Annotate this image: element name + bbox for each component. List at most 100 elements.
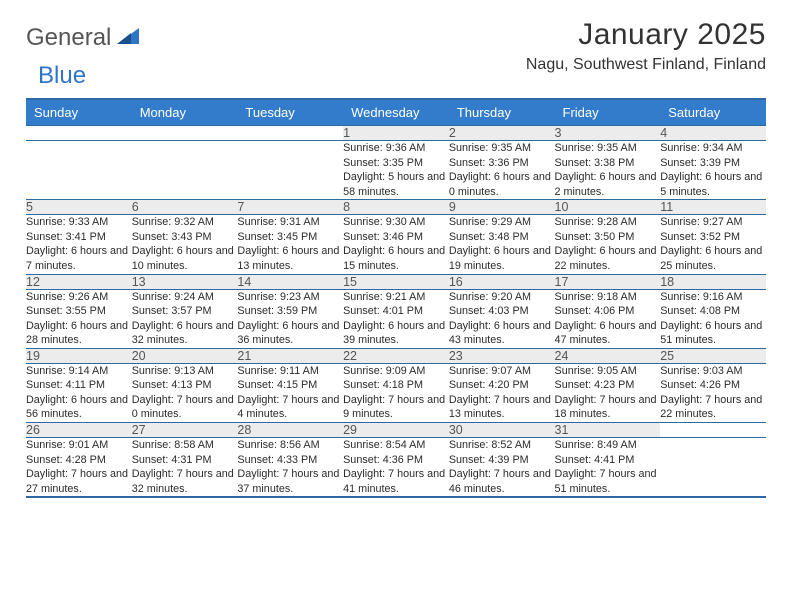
day-number-cell bbox=[26, 126, 132, 141]
sunset-line: Sunset: 4:03 PM bbox=[449, 304, 555, 319]
sunrise-line: Sunrise: 9:05 AM bbox=[555, 364, 661, 379]
daylight-line: Daylight: 6 hours and 7 minutes. bbox=[26, 244, 132, 273]
sunrise-line: Sunrise: 9:03 AM bbox=[660, 364, 766, 379]
sunrise-line: Sunrise: 9:29 AM bbox=[449, 215, 555, 230]
daylight-line: Daylight: 7 hours and 41 minutes. bbox=[343, 467, 449, 496]
daylight-line: Daylight: 6 hours and 10 minutes. bbox=[132, 244, 238, 273]
day-detail-cell bbox=[132, 141, 238, 200]
daylight-line: Daylight: 6 hours and 43 minutes. bbox=[449, 319, 555, 348]
sunrise-line: Sunrise: 9:18 AM bbox=[555, 290, 661, 305]
day-detail-cell: Sunrise: 9:35 AMSunset: 3:38 PMDaylight:… bbox=[555, 141, 661, 200]
weekday-header: Tuesday bbox=[237, 99, 343, 126]
day-detail-cell: Sunrise: 9:05 AMSunset: 4:23 PMDaylight:… bbox=[555, 363, 661, 422]
day-number-cell: 22 bbox=[343, 348, 449, 363]
sunrise-line: Sunrise: 9:28 AM bbox=[555, 215, 661, 230]
daylight-line: Daylight: 7 hours and 9 minutes. bbox=[343, 393, 449, 422]
sunrise-line: Sunrise: 9:33 AM bbox=[26, 215, 132, 230]
day-number-row: 1234 bbox=[26, 126, 766, 141]
day-number-cell: 16 bbox=[449, 274, 555, 289]
sunrise-line: Sunrise: 9:23 AM bbox=[237, 290, 343, 305]
day-number-cell: 23 bbox=[449, 348, 555, 363]
page-title: January 2025 bbox=[526, 18, 766, 52]
sunrise-line: Sunrise: 8:52 AM bbox=[449, 438, 555, 453]
sunset-line: Sunset: 4:26 PM bbox=[660, 378, 766, 393]
sunrise-line: Sunrise: 8:58 AM bbox=[132, 438, 238, 453]
day-detail-cell: Sunrise: 9:29 AMSunset: 3:48 PMDaylight:… bbox=[449, 215, 555, 274]
sunrise-line: Sunrise: 9:21 AM bbox=[343, 290, 449, 305]
day-detail-cell bbox=[237, 141, 343, 200]
sunrise-line: Sunrise: 8:56 AM bbox=[237, 438, 343, 453]
day-number-cell: 18 bbox=[660, 274, 766, 289]
daylight-line: Daylight: 7 hours and 13 minutes. bbox=[449, 393, 555, 422]
daylight-line: Daylight: 7 hours and 18 minutes. bbox=[555, 393, 661, 422]
sunset-line: Sunset: 3:48 PM bbox=[449, 230, 555, 245]
day-detail-cell: Sunrise: 9:07 AMSunset: 4:20 PMDaylight:… bbox=[449, 363, 555, 422]
day-detail-cell: Sunrise: 9:21 AMSunset: 4:01 PMDaylight:… bbox=[343, 289, 449, 348]
sunset-line: Sunset: 4:11 PM bbox=[26, 378, 132, 393]
day-detail-cell: Sunrise: 9:35 AMSunset: 3:36 PMDaylight:… bbox=[449, 141, 555, 200]
weekday-header: Thursday bbox=[449, 99, 555, 126]
daylight-line: Daylight: 6 hours and 22 minutes. bbox=[555, 244, 661, 273]
sunset-line: Sunset: 4:41 PM bbox=[555, 453, 661, 468]
calendar-page: General January 2025 Nagu, Southwest Fin… bbox=[0, 0, 792, 612]
day-detail-cell: Sunrise: 9:09 AMSunset: 4:18 PMDaylight:… bbox=[343, 363, 449, 422]
sunrise-line: Sunrise: 9:11 AM bbox=[237, 364, 343, 379]
sunset-line: Sunset: 4:20 PM bbox=[449, 378, 555, 393]
day-number-cell: 17 bbox=[555, 274, 661, 289]
day-number-cell: 8 bbox=[343, 200, 449, 215]
day-detail-row: Sunrise: 9:14 AMSunset: 4:11 PMDaylight:… bbox=[26, 363, 766, 422]
daylight-line: Daylight: 6 hours and 36 minutes. bbox=[237, 319, 343, 348]
day-number-cell: 20 bbox=[132, 348, 238, 363]
sunrise-line: Sunrise: 9:07 AM bbox=[449, 364, 555, 379]
logo-text-blue: Blue bbox=[38, 62, 86, 90]
sunrise-line: Sunrise: 9:26 AM bbox=[26, 290, 132, 305]
day-detail-cell bbox=[660, 438, 766, 498]
day-detail-row: Sunrise: 9:36 AMSunset: 3:35 PMDaylight:… bbox=[26, 141, 766, 200]
daylight-line: Daylight: 7 hours and 0 minutes. bbox=[132, 393, 238, 422]
sunset-line: Sunset: 3:55 PM bbox=[26, 304, 132, 319]
daylight-line: Daylight: 6 hours and 5 minutes. bbox=[660, 170, 766, 199]
daylight-line: Daylight: 6 hours and 15 minutes. bbox=[343, 244, 449, 273]
sunrise-line: Sunrise: 9:01 AM bbox=[26, 438, 132, 453]
sunset-line: Sunset: 4:36 PM bbox=[343, 453, 449, 468]
day-number-cell: 5 bbox=[26, 200, 132, 215]
day-detail-row: Sunrise: 9:26 AMSunset: 3:55 PMDaylight:… bbox=[26, 289, 766, 348]
day-number-row: 19202122232425 bbox=[26, 348, 766, 363]
day-detail-cell: Sunrise: 9:27 AMSunset: 3:52 PMDaylight:… bbox=[660, 215, 766, 274]
day-detail-cell: Sunrise: 9:23 AMSunset: 3:59 PMDaylight:… bbox=[237, 289, 343, 348]
day-detail-cell: Sunrise: 9:28 AMSunset: 3:50 PMDaylight:… bbox=[555, 215, 661, 274]
sunrise-line: Sunrise: 9:13 AM bbox=[132, 364, 238, 379]
day-detail-cell: Sunrise: 9:31 AMSunset: 3:45 PMDaylight:… bbox=[237, 215, 343, 274]
day-detail-cell: Sunrise: 8:54 AMSunset: 4:36 PMDaylight:… bbox=[343, 438, 449, 498]
sunset-line: Sunset: 3:35 PM bbox=[343, 156, 449, 171]
day-number-cell: 6 bbox=[132, 200, 238, 215]
title-block: January 2025 Nagu, Southwest Finland, Fi… bbox=[526, 18, 766, 74]
sunrise-line: Sunrise: 9:31 AM bbox=[237, 215, 343, 230]
sunset-line: Sunset: 4:23 PM bbox=[555, 378, 661, 393]
daylight-line: Daylight: 7 hours and 4 minutes. bbox=[237, 393, 343, 422]
sunset-line: Sunset: 3:38 PM bbox=[555, 156, 661, 171]
logo-text-general: General bbox=[26, 24, 111, 52]
sunset-line: Sunset: 3:46 PM bbox=[343, 230, 449, 245]
daylight-line: Daylight: 7 hours and 37 minutes. bbox=[237, 467, 343, 496]
daylight-line: Daylight: 7 hours and 27 minutes. bbox=[26, 467, 132, 496]
sunset-line: Sunset: 4:08 PM bbox=[660, 304, 766, 319]
weekday-header: Saturday bbox=[660, 99, 766, 126]
day-detail-cell: Sunrise: 9:11 AMSunset: 4:15 PMDaylight:… bbox=[237, 363, 343, 422]
sunset-line: Sunset: 4:33 PM bbox=[237, 453, 343, 468]
weekday-header: Wednesday bbox=[343, 99, 449, 126]
sunrise-line: Sunrise: 9:34 AM bbox=[660, 141, 766, 156]
day-detail-cell: Sunrise: 9:18 AMSunset: 4:06 PMDaylight:… bbox=[555, 289, 661, 348]
day-detail-cell: Sunrise: 9:26 AMSunset: 3:55 PMDaylight:… bbox=[26, 289, 132, 348]
sunset-line: Sunset: 3:52 PM bbox=[660, 230, 766, 245]
daylight-line: Daylight: 7 hours and 51 minutes. bbox=[555, 467, 661, 496]
sunset-line: Sunset: 4:06 PM bbox=[555, 304, 661, 319]
sunset-line: Sunset: 3:41 PM bbox=[26, 230, 132, 245]
daylight-line: Daylight: 6 hours and 28 minutes. bbox=[26, 319, 132, 348]
daylight-line: Daylight: 5 hours and 58 minutes. bbox=[343, 170, 449, 199]
sunset-line: Sunset: 3:45 PM bbox=[237, 230, 343, 245]
day-number-cell: 26 bbox=[26, 423, 132, 438]
day-detail-cell: Sunrise: 9:24 AMSunset: 3:57 PMDaylight:… bbox=[132, 289, 238, 348]
sunset-line: Sunset: 4:18 PM bbox=[343, 378, 449, 393]
sunrise-line: Sunrise: 9:16 AM bbox=[660, 290, 766, 305]
